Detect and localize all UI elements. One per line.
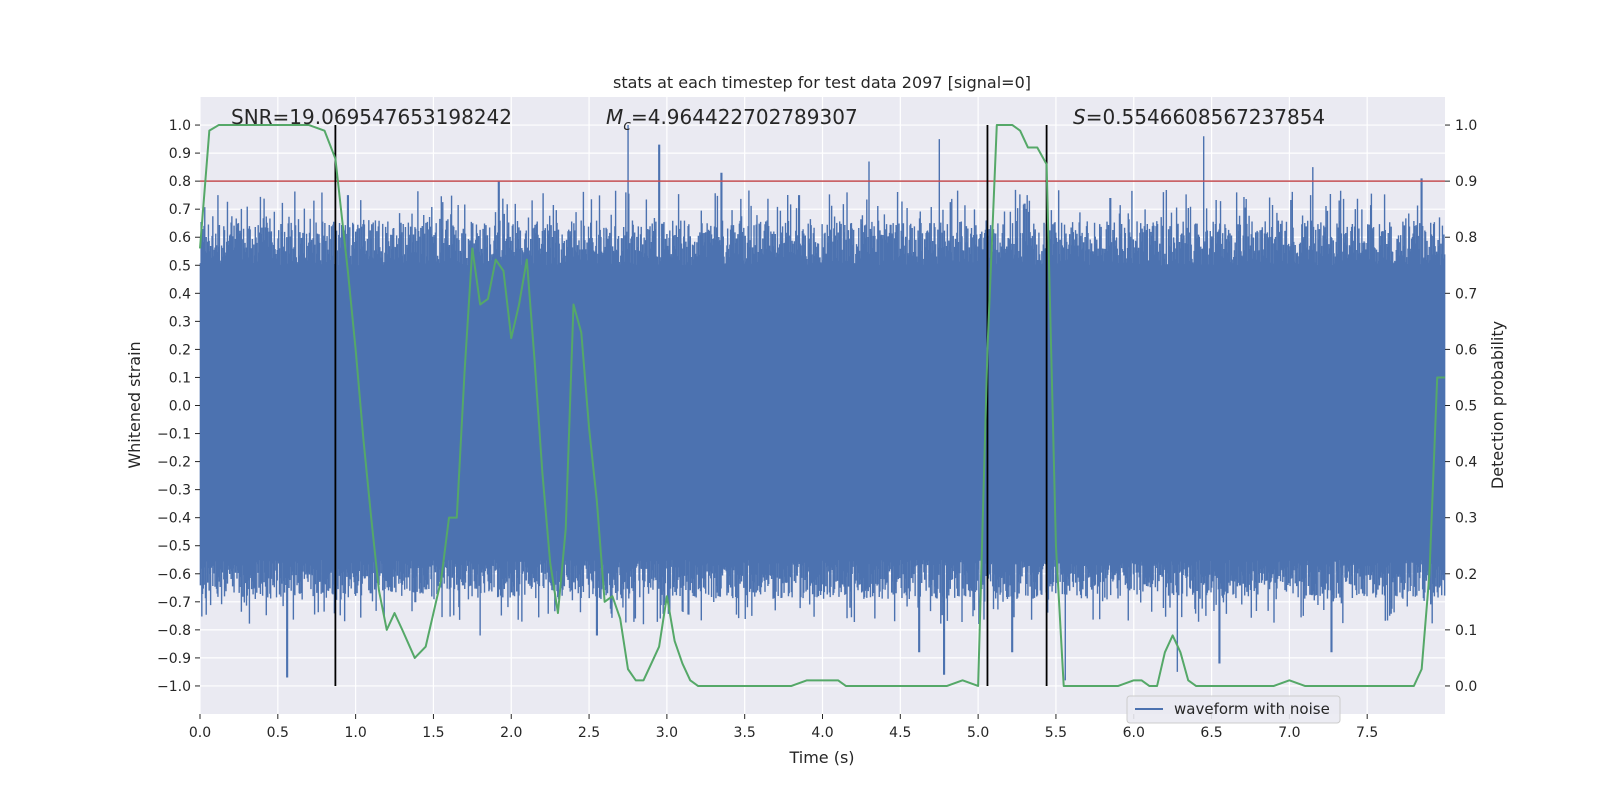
waveform-series xyxy=(199,125,1446,681)
y-tick-label: 0.1 xyxy=(169,370,191,386)
legend: waveform with noise xyxy=(1126,695,1341,724)
detection-probability-line xyxy=(199,124,1445,687)
chirp-mass-annotation: Mc=4.964422702789307 xyxy=(606,105,858,134)
y2-tick-label: 0.5 xyxy=(1455,399,1477,415)
chirp-mass-subscript: c xyxy=(623,118,631,134)
y-tick-label: 1.0 xyxy=(169,118,191,134)
y-tick-label: −0.9 xyxy=(157,651,191,667)
y2-tick-label: 1.0 xyxy=(1455,118,1477,134)
y2-tick-label: 0.6 xyxy=(1455,342,1477,358)
x-tick-label: 7.5 xyxy=(1356,725,1378,741)
y-tick-label: 0.7 xyxy=(169,202,191,218)
y-tick-label: 0.2 xyxy=(169,342,191,358)
s-symbol: S xyxy=(1073,105,1086,129)
s-value: =0.5546608567237854 xyxy=(1086,105,1325,129)
y2-tick-label: 0.0 xyxy=(1455,679,1477,695)
legend-label: waveform with noise xyxy=(1174,700,1330,718)
x-tick-label: 4.0 xyxy=(811,725,833,741)
y-tick-label: 0.0 xyxy=(169,399,191,415)
y-tick-label: −0.7 xyxy=(157,595,191,611)
y-tick-label: −1.0 xyxy=(157,679,191,695)
chirp-mass-value: =4.964422702789307 xyxy=(631,105,858,129)
y-tick-label: 0.8 xyxy=(169,174,191,190)
y-tick-label: −0.1 xyxy=(157,427,191,443)
waveform-line xyxy=(199,125,1446,681)
y2-tick-label: 0.9 xyxy=(1455,174,1477,190)
x-tick-label: 6.0 xyxy=(1123,725,1145,741)
y-tick-label: −0.6 xyxy=(157,567,191,583)
axes: 0.0 0.5 1.0 1.5 2.0 2.5 3.0 3.5 4.0 4.5 5.0 5.5 6.0 6… xyxy=(157,118,1477,741)
s-annotation: S=0.5546608567237854 xyxy=(1073,105,1325,129)
y-tick-label: 0.4 xyxy=(169,286,191,302)
overlay xyxy=(199,124,1445,687)
x-tick-label: 3.5 xyxy=(734,725,756,741)
y-tick-label: −0.2 xyxy=(157,455,191,471)
y2-tick-label: 0.1 xyxy=(1455,623,1477,639)
legend-box xyxy=(1126,695,1341,724)
x-tick-label: 2.0 xyxy=(500,725,522,741)
y2-axis-label: Detection probability xyxy=(1488,321,1507,489)
y-tick-label: −0.3 xyxy=(157,483,191,499)
x-tick-label: 1.0 xyxy=(344,725,366,741)
x-tick-label: 7.0 xyxy=(1278,725,1300,741)
y2-tick-label: 0.3 xyxy=(1455,511,1477,527)
x-tick-label: 1.5 xyxy=(422,725,444,741)
y2-tick-label: 0.2 xyxy=(1455,567,1477,583)
y2-tick-label: 0.7 xyxy=(1455,286,1477,302)
x-axis-label: Time (s) xyxy=(788,748,854,767)
x-tick-label: 6.5 xyxy=(1200,725,1222,741)
y-axis-label: Whitened strain xyxy=(125,341,144,468)
y2-tick-label: 0.4 xyxy=(1455,455,1477,471)
chart-title: stats at each timestep for test data 209… xyxy=(613,73,1031,92)
chirp-mass-symbol: M xyxy=(606,105,623,129)
y-tick-label: −0.5 xyxy=(157,539,191,555)
y2-tick-label: 0.8 xyxy=(1455,230,1477,246)
y-tick-label: 0.6 xyxy=(169,230,191,246)
x-tick-label: 5.5 xyxy=(1045,725,1067,741)
x-tick-label: 0.5 xyxy=(267,725,289,741)
x-tick-label: 2.5 xyxy=(578,725,600,741)
y-tick-label: 0.5 xyxy=(169,258,191,274)
y-tick-label: −0.4 xyxy=(157,511,191,527)
x-tick-label: 4.5 xyxy=(889,725,911,741)
y-tick-label: −0.8 xyxy=(157,623,191,639)
y-tick-label: 0.3 xyxy=(169,314,191,330)
x-tick-label: 3.0 xyxy=(656,725,678,741)
x-tick-label: 5.0 xyxy=(967,725,989,741)
y-tick-label: 0.9 xyxy=(169,146,191,162)
snr-annotation: SNR=19.069547653198242 xyxy=(231,105,512,129)
x-tick-label: 0.0 xyxy=(189,725,211,741)
